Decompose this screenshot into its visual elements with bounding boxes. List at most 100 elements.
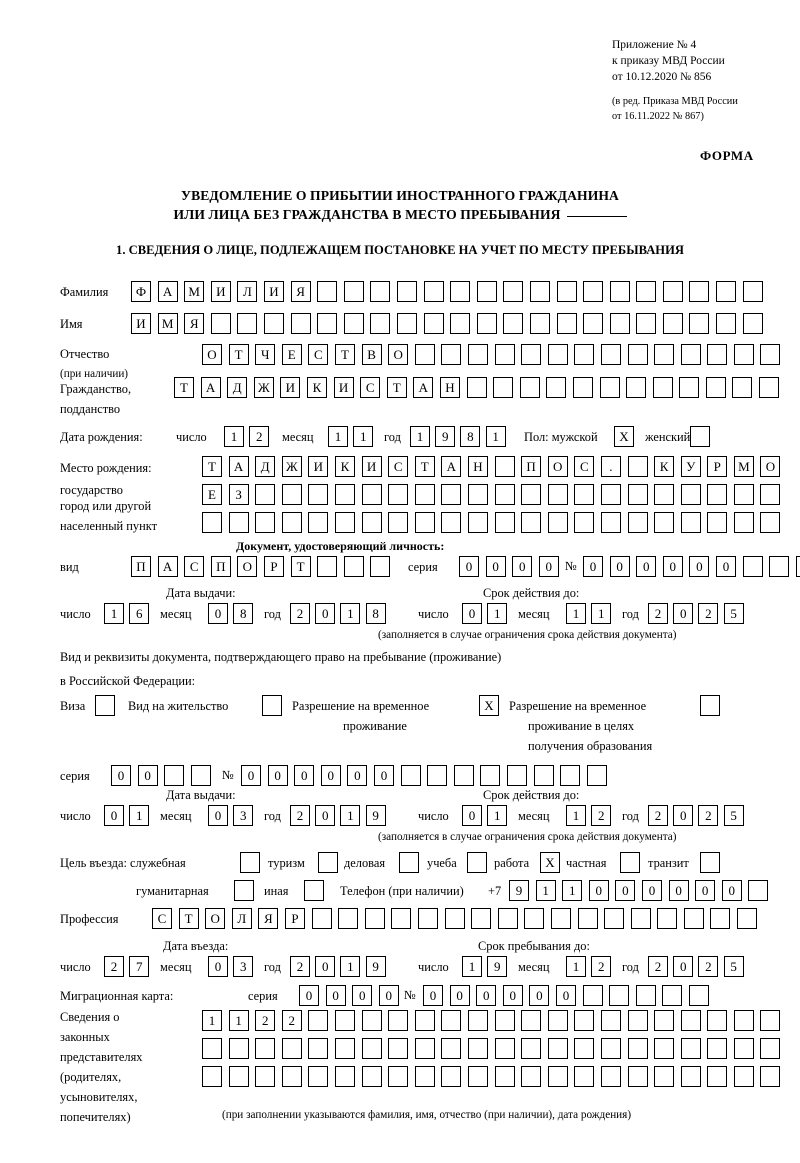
birth-place-input-row-3[interactable] <box>202 512 781 533</box>
char-cell[interactable]: 1 <box>487 603 508 624</box>
char-cell[interactable]: Ч <box>255 344 276 365</box>
char-cell[interactable] <box>396 313 417 334</box>
char-cell[interactable]: Н <box>467 456 488 477</box>
char-cell[interactable] <box>494 1038 515 1059</box>
char-cell[interactable]: 0 <box>538 556 559 577</box>
char-cell[interactable] <box>627 512 648 533</box>
char-cell[interactable] <box>733 1010 754 1031</box>
char-cell[interactable]: М <box>157 313 178 334</box>
char-cell[interactable]: З <box>228 484 249 505</box>
char-cell[interactable] <box>586 765 607 786</box>
char-cell[interactable] <box>760 1010 781 1031</box>
char-cell[interactable] <box>521 344 542 365</box>
char-cell[interactable]: И <box>280 377 301 398</box>
char-cell[interactable]: 1 <box>340 956 361 977</box>
char-cell[interactable]: 5 <box>723 805 744 826</box>
char-cell[interactable] <box>334 512 355 533</box>
char-cell[interactable] <box>707 484 728 505</box>
char-cell[interactable] <box>308 484 329 505</box>
char-cell[interactable]: 6 <box>129 603 150 624</box>
char-cell[interactable] <box>417 908 438 929</box>
char-cell[interactable] <box>609 985 630 1006</box>
char-cell[interactable] <box>338 908 359 929</box>
char-cell[interactable] <box>583 313 604 334</box>
temp-edu-checkbox[interactable] <box>700 695 720 716</box>
char-cell[interactable]: 2 <box>281 1010 302 1031</box>
char-cell[interactable]: 1 <box>228 1010 249 1031</box>
char-cell[interactable] <box>423 313 444 334</box>
char-cell[interactable] <box>521 484 542 505</box>
char-cell[interactable] <box>635 985 656 1006</box>
char-cell[interactable] <box>210 313 231 334</box>
char-cell[interactable] <box>388 512 409 533</box>
char-cell[interactable] <box>494 1010 515 1031</box>
char-cell[interactable] <box>370 556 391 577</box>
char-cell[interactable]: 0 <box>641 880 662 901</box>
char-cell[interactable]: 0 <box>320 765 341 786</box>
char-cell[interactable] <box>521 1066 542 1087</box>
char-cell[interactable] <box>760 512 781 533</box>
char-cell[interactable]: 0 <box>347 765 368 786</box>
char-cell[interactable]: Л <box>237 281 258 302</box>
char-cell[interactable] <box>476 313 497 334</box>
char-cell[interactable] <box>760 344 781 365</box>
char-cell[interactable] <box>370 281 391 302</box>
char-cell[interactable] <box>733 484 754 505</box>
char-cell[interactable]: И <box>308 456 329 477</box>
char-cell[interactable]: 2 <box>698 805 719 826</box>
char-cell[interactable]: 0 <box>267 765 288 786</box>
char-cell[interactable]: 9 <box>509 880 529 901</box>
char-cell[interactable] <box>600 1066 621 1087</box>
char-cell[interactable]: 0 <box>689 556 710 577</box>
char-cell[interactable]: Т <box>334 344 355 365</box>
char-cell[interactable] <box>255 1038 276 1059</box>
char-cell[interactable]: 3 <box>233 805 254 826</box>
char-cell[interactable]: 2 <box>648 603 668 624</box>
char-cell[interactable] <box>680 344 701 365</box>
char-cell[interactable]: 1 <box>340 603 361 624</box>
char-cell[interactable]: . <box>600 456 621 477</box>
char-cell[interactable]: 0 <box>476 985 497 1006</box>
char-cell[interactable]: 1 <box>487 805 508 826</box>
char-cell[interactable]: 0 <box>609 556 630 577</box>
char-cell[interactable]: 1 <box>410 426 430 447</box>
char-cell[interactable]: П <box>131 556 151 577</box>
char-cell[interactable] <box>228 512 249 533</box>
char-cell[interactable]: 5 <box>723 603 744 624</box>
char-cell[interactable] <box>707 512 728 533</box>
char-cell[interactable] <box>521 512 542 533</box>
char-cell[interactable] <box>662 281 683 302</box>
char-cell[interactable]: 5 <box>723 956 744 977</box>
char-cell[interactable]: 9 <box>435 426 456 447</box>
char-cell[interactable]: 0 <box>715 556 736 577</box>
char-cell[interactable] <box>202 1066 222 1087</box>
char-cell[interactable] <box>414 344 435 365</box>
char-cell[interactable] <box>716 313 737 334</box>
char-cell[interactable]: П <box>210 556 231 577</box>
char-cell[interactable]: Ж <box>253 377 274 398</box>
char-cell[interactable]: 0 <box>695 880 716 901</box>
char-cell[interactable]: К <box>334 456 355 477</box>
char-cell[interactable] <box>654 484 675 505</box>
char-cell[interactable]: 0 <box>459 556 479 577</box>
char-cell[interactable]: 1 <box>566 805 586 826</box>
char-cell[interactable]: Я <box>184 313 205 334</box>
char-cell[interactable] <box>388 484 409 505</box>
char-cell[interactable] <box>441 1038 462 1059</box>
